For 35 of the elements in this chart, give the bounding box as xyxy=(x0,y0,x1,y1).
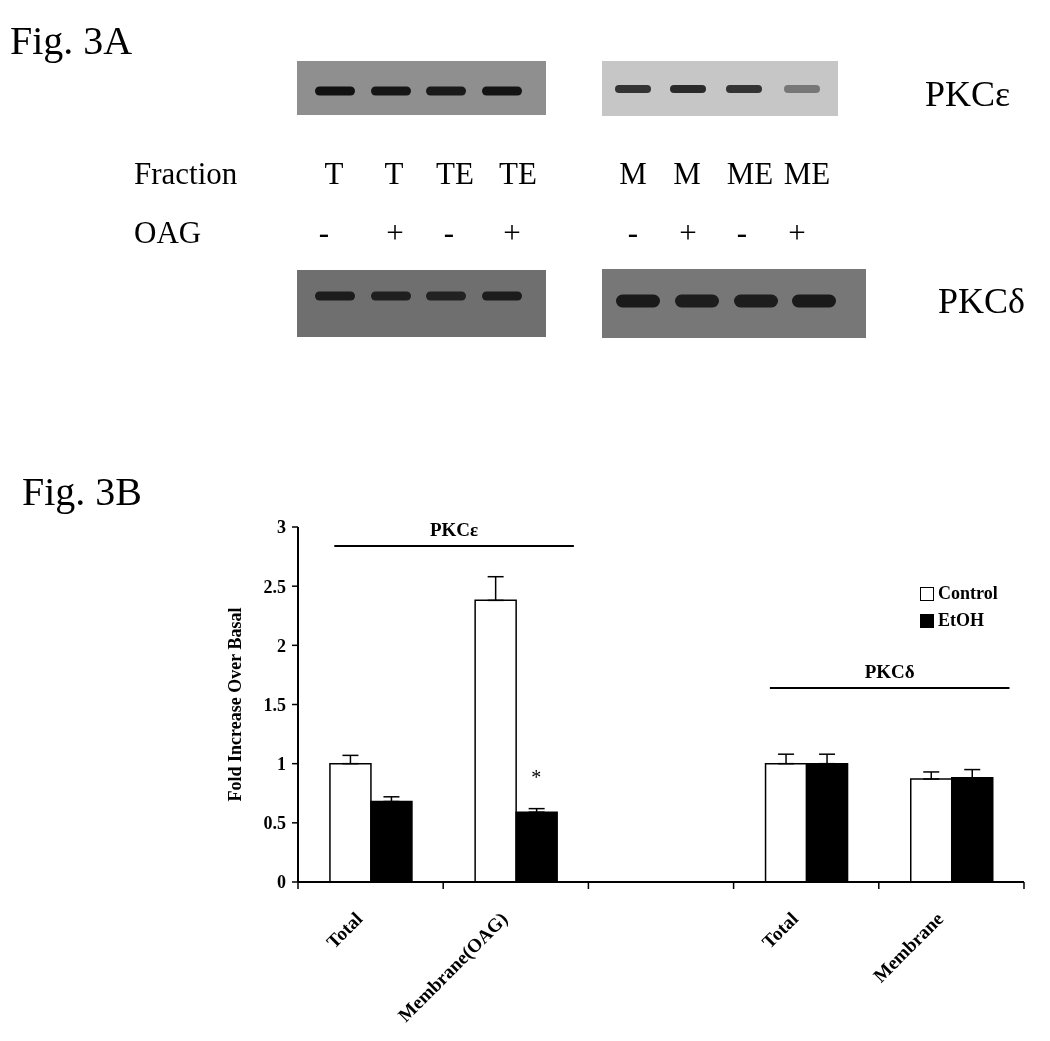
y-tick-label: 2.5 xyxy=(263,576,286,597)
text: Fraction xyxy=(134,156,238,191)
text: - xyxy=(318,215,330,250)
text: TE xyxy=(436,156,474,191)
legend-label: Control xyxy=(938,582,998,605)
y-tick-label: 1.5 xyxy=(263,694,286,715)
text: ME xyxy=(783,156,831,191)
annotation: PKCδ xyxy=(864,661,915,682)
text: ME xyxy=(726,156,774,191)
text: T xyxy=(384,156,404,191)
text: + xyxy=(788,215,806,250)
y-tick-label: 0.5 xyxy=(263,813,286,834)
y-axis-title: Fold Increase Over Basal xyxy=(225,607,245,802)
text: + xyxy=(386,215,404,250)
chart-title: Fig. 3B xyxy=(22,469,143,514)
y-tick-label: 3 xyxy=(277,517,286,538)
text: - xyxy=(627,215,639,250)
y-tick-label: 2 xyxy=(277,635,286,656)
y-tick-label: 1 xyxy=(277,754,286,775)
text: PKCε xyxy=(925,74,1011,114)
annotation: * xyxy=(531,766,542,788)
y-tick-label: 0 xyxy=(277,872,286,893)
legend-label: EtOH xyxy=(938,609,985,632)
text: - xyxy=(443,215,455,250)
text: T xyxy=(324,156,344,191)
text: + xyxy=(503,215,521,250)
text: PKCδ xyxy=(938,281,1025,321)
text: Fig. 3A xyxy=(10,18,133,63)
text: TE xyxy=(499,156,537,191)
text: + xyxy=(679,215,697,250)
annotation: PKCε xyxy=(429,519,479,540)
text: M xyxy=(619,156,647,191)
text: OAG xyxy=(134,215,202,250)
text: - xyxy=(736,215,748,250)
text: M xyxy=(673,156,701,191)
